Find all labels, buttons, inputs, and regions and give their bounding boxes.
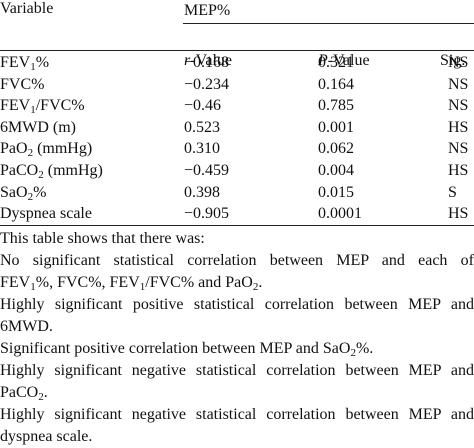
table-row: 6MWD (m) 0.523 0.001 HS [0,117,474,138]
header-mep: MEP% [184,2,231,19]
row-r-value: −0.234 [184,75,230,93]
row-r-value: 0.310 [184,140,220,158]
row-significance: NS [448,140,469,158]
header-significance: Sig. [440,52,466,69]
row-p-value: 0.321 [318,54,354,71]
header-variable: Variable [0,0,54,17]
footnote-line-4: 6MWD. [0,318,53,335]
table-row: Dyspnea scale −0.905 0.0001 HS [0,203,474,224]
footnote-line-7: PaCO2. [0,384,48,403]
row-significance: HS [448,205,469,223]
footnote-line-8: Highly significant negative statistical … [0,406,474,423]
row-r-value: 0.398 [184,183,220,201]
row-significance: NS [448,97,469,115]
footnote-line-9: dyspnea scale. [0,428,93,445]
row-variable: PaCO2 (mmHg) [0,162,103,181]
table-row: FVC% −0.234 0.164 NS [0,74,474,95]
table-row: FEV1/FVC% −0.46 0.785 NS [0,95,474,116]
row-significance: S [448,183,457,201]
row-variable: PaO2 (mmHg) [0,140,93,160]
row-r-value: 0.523 [184,118,220,136]
row-variable: 6MWD (m) [0,118,76,136]
row-significance: HS [448,118,469,136]
row-p-value: 0.001 [318,118,354,136]
header-p-value: P-Value [318,52,370,69]
row-significance: NS [448,75,469,93]
row-variable: FEV1/FVC% [0,97,85,117]
row-p-value: 0.004 [318,162,354,179]
row-r-value: −0.46 [184,97,222,115]
table-row: SaO2% 0.398 0.015 S [0,182,474,203]
header-rule-mep [183,23,474,24]
row-r-value: −0.459 [184,162,230,179]
footnote-line-2: FEV1%, FVC%, FEV1/FVC% and PaO2. [0,274,263,293]
row-p-value: 0.164 [318,75,354,93]
row-r-value: −0.168 [184,54,230,71]
footnote-intro: This table shows that there was: [0,230,205,247]
row-variable: SaO2% [0,183,47,203]
row-p-value: 0.062 [318,140,354,158]
footnote-line-6: Highly significant negative statistical … [0,362,474,379]
table-bottom-rule [0,225,474,226]
row-p-value: 0.0001 [318,205,362,223]
table-row: PaO2 (mmHg) 0.310 0.062 NS [0,138,474,159]
row-r-value: −0.905 [184,205,230,223]
table-row: PaCO2 (mmHg) −0.459 0.004 HS [0,160,474,181]
header-r-value: r-Value [184,52,232,69]
row-variable: FEV1% [0,54,50,73]
row-significance: HS [448,162,469,179]
table-row: FEV1% −0.168 0.321 NS [0,52,474,73]
row-variable: FVC% [0,75,45,93]
header-rule [0,50,474,51]
row-variable: Dyspnea scale [0,205,92,223]
footnote-line-5: Significant positive correlation between… [0,340,374,359]
row-significance: NS [448,54,469,71]
footnote-line-3: Highly significant positive statistical … [0,296,474,313]
table-header-group: Variable MEP% [0,0,474,24]
row-p-value: 0.785 [318,97,354,115]
table-header-columns: r-Value P-Value Sig. [0,24,474,69]
row-p-value: 0.015 [318,183,354,201]
footnote-line-1: No significant statistical correlation b… [0,252,474,269]
